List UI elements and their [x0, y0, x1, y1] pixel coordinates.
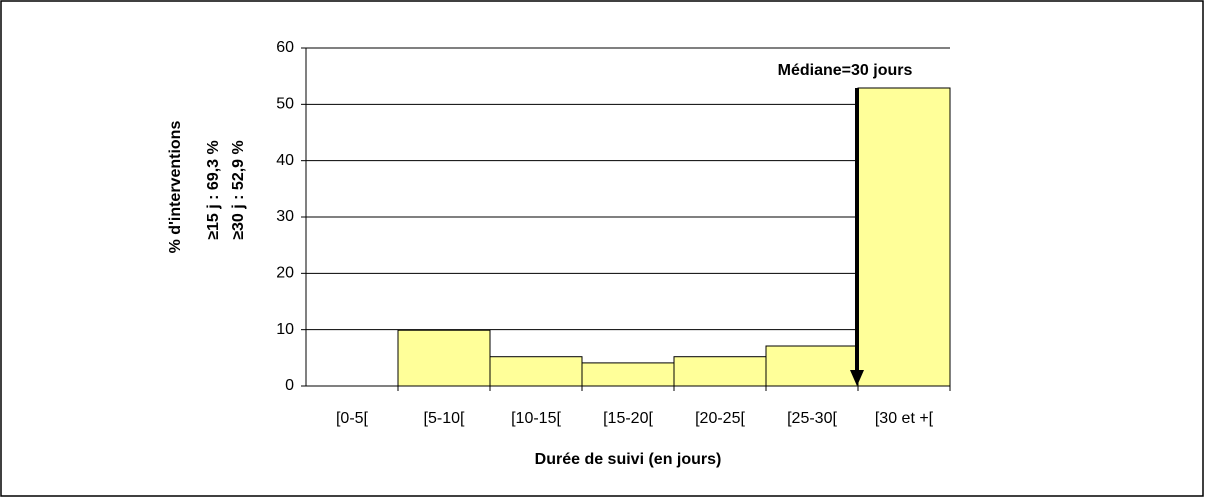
x-tick-label: [0-5[: [336, 410, 369, 427]
x-tick-label: [20-25[: [695, 410, 745, 427]
x-tick-label: [30 et +[: [875, 410, 934, 427]
y-tick-label: 20: [276, 265, 294, 282]
median-arrow: [850, 88, 864, 386]
x-tick-label: [5-10[: [424, 410, 465, 427]
y-tick-label: 0: [285, 377, 294, 394]
x-axis-title: Durée de suivi (en jours): [535, 451, 722, 468]
y-tick-label: 10: [276, 321, 294, 338]
annotation: Médiane=30 jours: [778, 62, 913, 79]
annotation: ≥15 j : 69,3 %: [205, 140, 222, 240]
arrow-head: [850, 370, 864, 386]
bar: [581, 362, 675, 387]
bar: [673, 356, 767, 387]
bar: [765, 345, 859, 387]
x-tick-label: [10-15[: [511, 410, 561, 427]
y-tick-label: 30: [276, 208, 294, 225]
y-tick-label: 40: [276, 152, 294, 169]
bars: [397, 87, 951, 387]
annotation: ≥30 j : 52,9 %: [230, 140, 247, 240]
y-axis-title: % d'interventions: [167, 121, 184, 254]
x-tick-label: [15-20[: [603, 410, 653, 427]
bar: [489, 356, 583, 387]
bar: [857, 87, 951, 387]
y-tick-label: 60: [276, 39, 294, 56]
y-tick-label: 50: [276, 96, 294, 113]
x-tick-label: [25-30[: [787, 410, 837, 427]
bar: [397, 329, 491, 387]
